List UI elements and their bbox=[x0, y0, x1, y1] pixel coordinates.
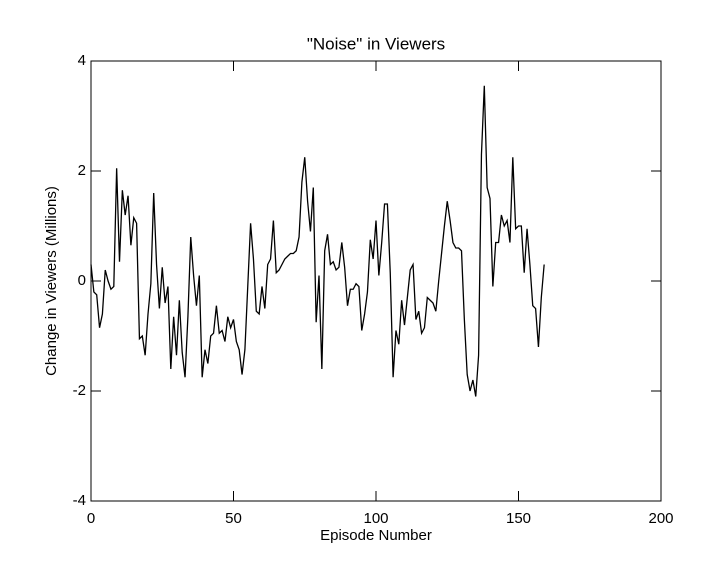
x-tick-label: 50 bbox=[225, 510, 242, 527]
y-tick-label: 0 bbox=[78, 272, 86, 289]
data-line bbox=[90, 85, 545, 397]
y-tick-label: 4 bbox=[78, 52, 86, 69]
y-axis-label: Change in Viewers (Millions) bbox=[43, 186, 60, 376]
y-tick-label: 2 bbox=[78, 162, 86, 179]
chart-title: "Noise" in Viewers bbox=[307, 34, 445, 53]
x-tick-label: 200 bbox=[648, 510, 673, 527]
y-tick-label: -4 bbox=[73, 492, 86, 509]
y-tick-label: -2 bbox=[73, 382, 86, 399]
x-axis-label: Episode Number bbox=[320, 527, 432, 544]
x-tick-label: 100 bbox=[363, 510, 388, 527]
x-tick-label: 150 bbox=[506, 510, 531, 527]
x-tick-label: 0 bbox=[87, 510, 95, 527]
plot-frame bbox=[90, 60, 662, 502]
